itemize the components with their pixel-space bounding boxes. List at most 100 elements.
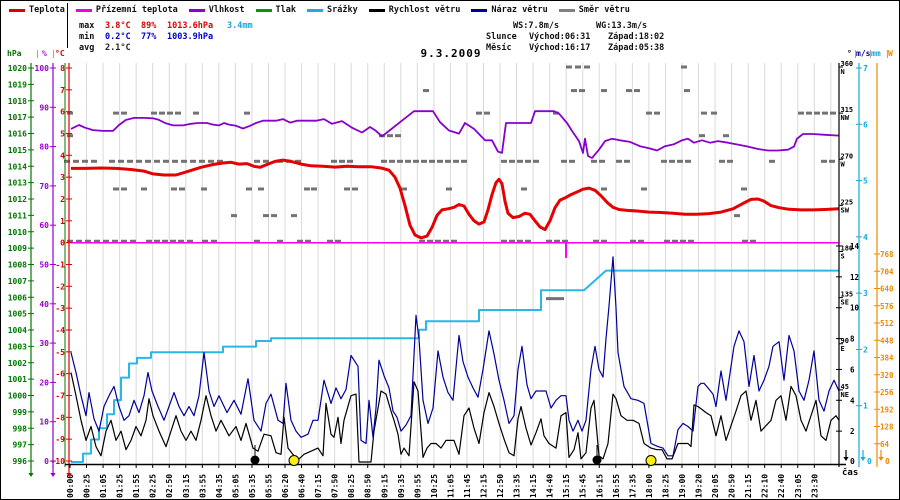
legend-label: Směr větru	[578, 5, 630, 15]
wind-direction-dash	[254, 159, 260, 163]
wind-direction-dash	[445, 159, 451, 163]
wind-direction-dash	[339, 159, 345, 163]
wind-direction-dash	[159, 111, 165, 115]
wind-direction-dash	[387, 134, 393, 138]
wind-direction-dash	[423, 89, 429, 93]
moonrise-moon-icon	[592, 455, 602, 465]
pressure-axis-tick-label: 1020	[8, 64, 27, 73]
power-axis-tick-label: 512	[880, 319, 894, 328]
wind-direction-dash	[571, 89, 577, 93]
rain-axis-tick-label: 1	[863, 402, 868, 411]
wind-direction-dash	[451, 239, 457, 243]
time-tick-label: 23:05	[794, 474, 803, 498]
wind-direction-dash	[822, 111, 828, 115]
wind-direction-dash	[593, 239, 599, 243]
stat-value: 89%	[141, 21, 157, 31]
wind-direction-dash	[719, 159, 725, 163]
time-tick-label: 02:50	[165, 474, 174, 498]
stat-value: 2.1°C	[105, 43, 131, 53]
wind-direction-dash	[443, 239, 449, 243]
pressure-axis-tick-label: 1005	[8, 310, 27, 319]
wind-direction-dash	[501, 159, 507, 163]
wind-direction-dash	[584, 65, 590, 69]
wind-direction-dash	[304, 187, 310, 191]
wind-direction-dash	[601, 187, 607, 191]
wind-direction-dash	[723, 134, 729, 138]
wind-direction-dash	[113, 111, 119, 115]
time-tick-label: 04:35	[215, 474, 224, 498]
wind-direction-dash	[127, 159, 133, 163]
power-axis-tick-label: 320	[880, 371, 894, 380]
time-tick-label: 03:15	[182, 474, 191, 498]
wind-direction-dash	[554, 239, 560, 243]
wind-direction-dash	[171, 187, 177, 191]
wind-direction-dash	[521, 187, 527, 191]
wind-direction-dash	[429, 159, 435, 163]
stat-row-label: max	[79, 21, 95, 31]
wind-direction-dash	[427, 239, 433, 243]
time-tick-label: 02:25	[149, 474, 158, 498]
wind-direction-dash	[558, 297, 564, 301]
wind-direction-dash	[435, 239, 441, 243]
power-axis-tick-label: 576	[880, 302, 894, 311]
wind-direction-dash	[509, 239, 515, 243]
wind-direction-dash	[446, 187, 452, 191]
temperature-axis-tick-label: 5	[60, 130, 65, 139]
wind-direction-dash	[109, 159, 115, 163]
axis-unit-separator: |	[35, 49, 40, 58]
direction-tick-label: 45	[841, 383, 849, 391]
axis-unit-label: mm	[871, 49, 881, 58]
moonset-moon-icon	[250, 455, 260, 465]
rain-axis-tick-label: 2	[863, 345, 868, 354]
time-tick-label: 07:50	[331, 474, 340, 498]
direction-tick-label: 360	[841, 60, 854, 68]
power-axis-tick-label: 256	[880, 388, 894, 397]
time-tick-label: 20:50	[728, 474, 737, 498]
time-tick-label: 12:50	[496, 474, 505, 498]
temperature-axis-tick-label: -9	[55, 435, 65, 444]
time-tick-label: 11:45	[463, 474, 472, 498]
pressure-axis-tick-label: 1003	[8, 342, 27, 351]
wind-direction-dash	[421, 159, 427, 163]
wind-gust-stat: WG:13.3m/s	[596, 21, 648, 31]
legend-label: Vlhkost	[208, 5, 245, 15]
astro-set: Západ:18:02	[608, 32, 665, 42]
wind-direction-dash	[263, 214, 269, 218]
wind-direction-dash	[437, 159, 443, 163]
wind-direction-dash	[419, 239, 425, 243]
humidity-axis-tick-label: 100	[35, 64, 50, 73]
wind-direction-dash	[601, 89, 607, 93]
rain-axis-tick-label: 7	[863, 64, 868, 73]
stats-right: WS:7.8m/s WG:13.3m/s Slunce Východ:06:31 Záp…	[486, 21, 706, 55]
wind-direction-dash	[681, 65, 687, 69]
humidity-line	[70, 110, 840, 159]
wind-direction-dash	[172, 159, 178, 163]
wind-direction-dash	[641, 187, 647, 191]
wind-direction-dash	[821, 159, 827, 163]
stat-value: 3.8°C	[105, 21, 131, 31]
time-tick-label: 11:05	[446, 474, 455, 498]
temperature-axis-tick-label: -8	[55, 413, 65, 422]
pressure-axis-tick-label: 996	[13, 457, 28, 466]
axis-zero-arrow-head	[50, 473, 56, 477]
wind-direction-dash	[579, 89, 585, 93]
wind-direction-dash	[208, 159, 214, 163]
axis-unit-label: %	[42, 49, 47, 58]
wind-direction-dash	[672, 239, 678, 243]
temperature-axis-tick-label: 1	[60, 217, 65, 226]
wind-direction-dash	[146, 239, 152, 243]
axis-zero-label: 0	[850, 457, 855, 466]
wind-direction-dash	[94, 239, 100, 243]
power-axis-tick-label: 128	[880, 423, 894, 432]
windspeed-axis-tick-label: 10	[850, 304, 860, 313]
wind-direction-dash	[654, 111, 660, 115]
axis-unit-separator: |	[868, 49, 873, 58]
axis-unit-separator: |	[51, 49, 56, 58]
power-axis-tick-label: 192	[880, 405, 894, 414]
time-tick-label: 19:00	[678, 474, 687, 498]
pressure-axis-tick-label: 999	[13, 408, 28, 417]
wind-direction-dash	[141, 187, 147, 191]
wind-direction-dash	[798, 111, 804, 115]
pressure-axis-tick-label: 1014	[8, 162, 27, 171]
